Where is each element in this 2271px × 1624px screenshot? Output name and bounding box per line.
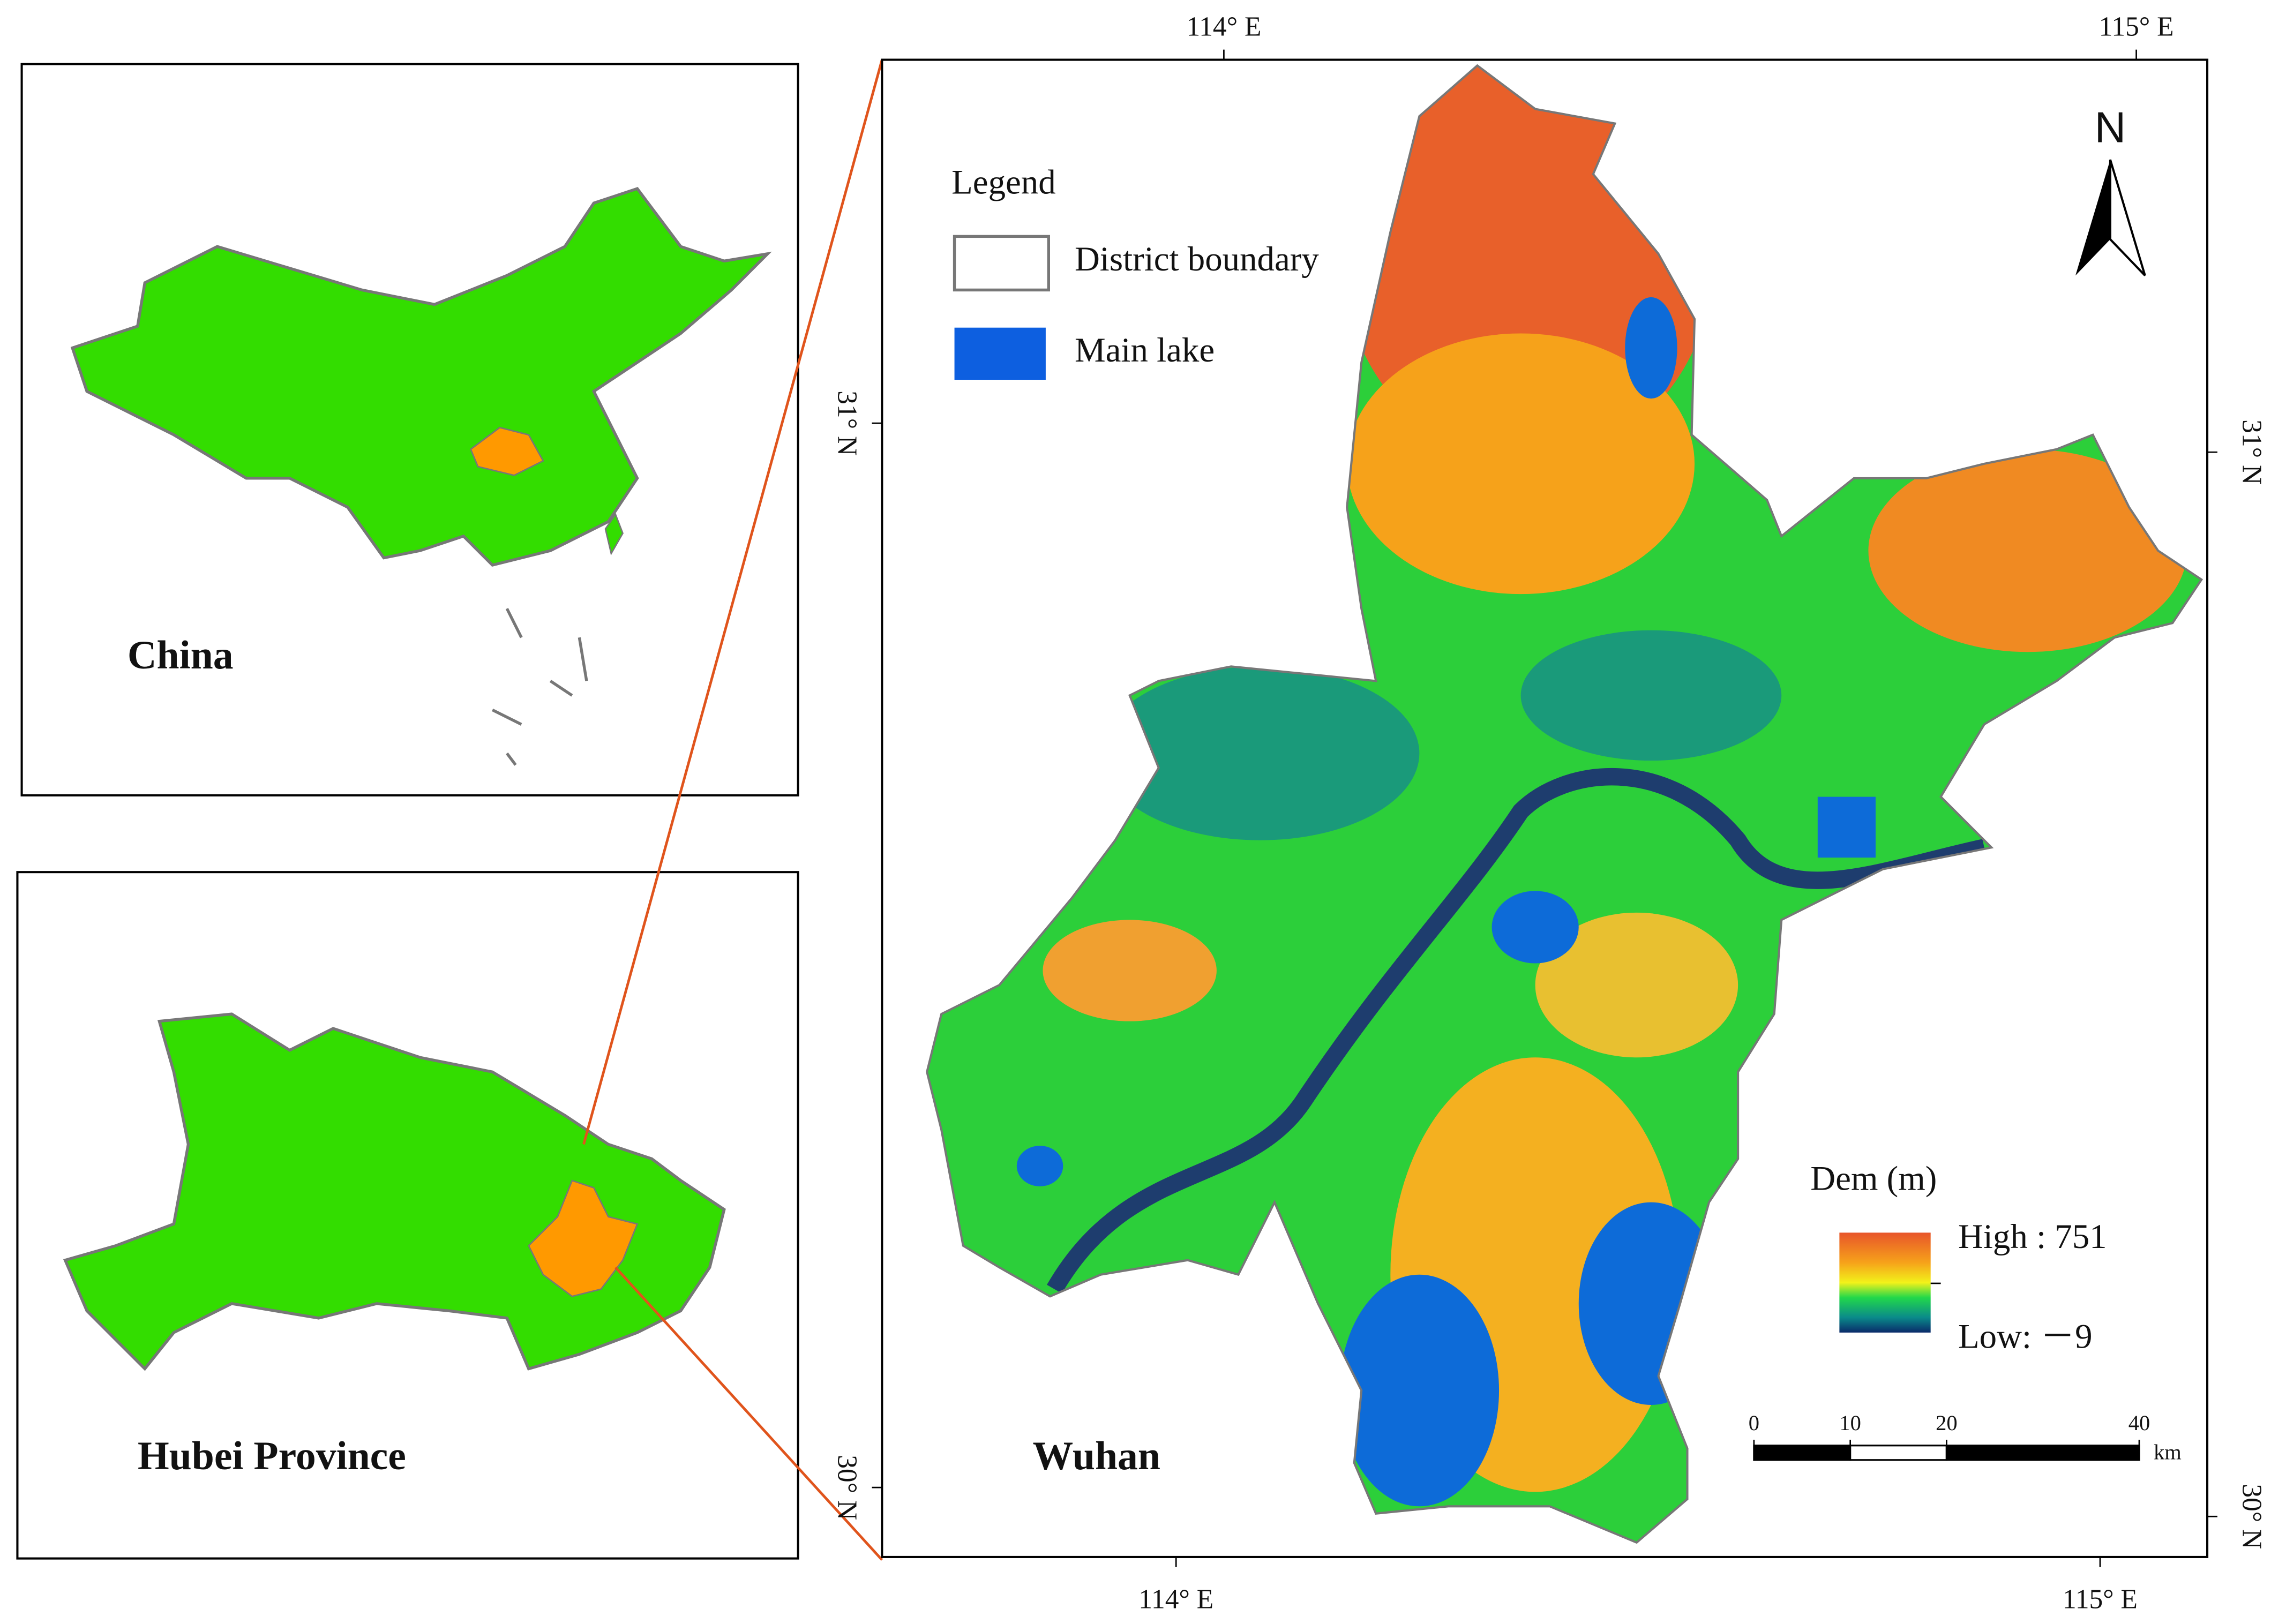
- dem-lowest: [1339, 1274, 1500, 1507]
- dem-title: Dem (m): [1810, 1160, 1937, 1198]
- wuhan-in-hubei: [528, 1179, 639, 1297]
- legend-boundary-swatch: [953, 235, 1050, 292]
- dem-mid: [1535, 912, 1738, 1058]
- coord-label: 30° N: [2237, 1484, 2267, 1549]
- legend-item: District boundary: [1075, 240, 1319, 279]
- coord-label: 115° E: [2099, 12, 2174, 42]
- legend-title: Legend: [951, 163, 1056, 202]
- scale-unit: km: [2154, 1440, 2182, 1464]
- connector-line: [614, 1266, 883, 1561]
- scale-segment: [1753, 1445, 1852, 1461]
- district-boundary: [926, 64, 2203, 1544]
- islands: [491, 607, 588, 766]
- taiwan: [604, 513, 624, 556]
- coord-label: 115° E: [2063, 1584, 2138, 1615]
- dem-low: Low: －9: [1958, 1317, 2092, 1356]
- china-label: China: [128, 633, 234, 678]
- coord-label: 31° N: [2237, 419, 2267, 485]
- dem-high: [1868, 449, 2187, 652]
- coord-label: 30° N: [831, 1455, 862, 1520]
- yangtze-river: [1047, 768, 1987, 1294]
- hubei-label: Hubei Province: [138, 1434, 406, 1478]
- scale-segment: [1945, 1445, 2140, 1461]
- dem-low: [1520, 630, 1782, 761]
- wuhan-label: Wuhan: [1033, 1434, 1160, 1478]
- scale-label: 10: [1839, 1411, 1861, 1435]
- scale-segment: [1849, 1445, 1948, 1461]
- connector-line: [582, 59, 883, 1145]
- dem-low: [1100, 666, 1420, 840]
- dem-mid: [1043, 920, 1217, 1021]
- coord-label: 114° E: [1186, 12, 1261, 42]
- coord-label: 114° E: [1138, 1584, 1213, 1615]
- scale-label: 20: [1936, 1411, 1958, 1435]
- scale-label: 40: [2128, 1411, 2150, 1435]
- hubei-in-china: [469, 426, 544, 476]
- china-shape: [70, 186, 772, 567]
- lake: [1491, 891, 1579, 964]
- legend-lake-swatch: [954, 327, 1046, 380]
- lake: [1625, 297, 1677, 399]
- north-arrow: [2109, 159, 2146, 276]
- dem-ramp: [1839, 1232, 1931, 1333]
- coord-label: 31° N: [831, 390, 862, 456]
- dem-mid: [1347, 333, 1695, 595]
- scale-label: 0: [1749, 1411, 1759, 1435]
- north-label: N: [2095, 103, 2126, 152]
- legend-item: Main lake: [1075, 331, 1215, 370]
- lake: [1016, 1146, 1063, 1186]
- lake: [1817, 796, 1876, 858]
- dem-high: High : 751: [1958, 1217, 2107, 1256]
